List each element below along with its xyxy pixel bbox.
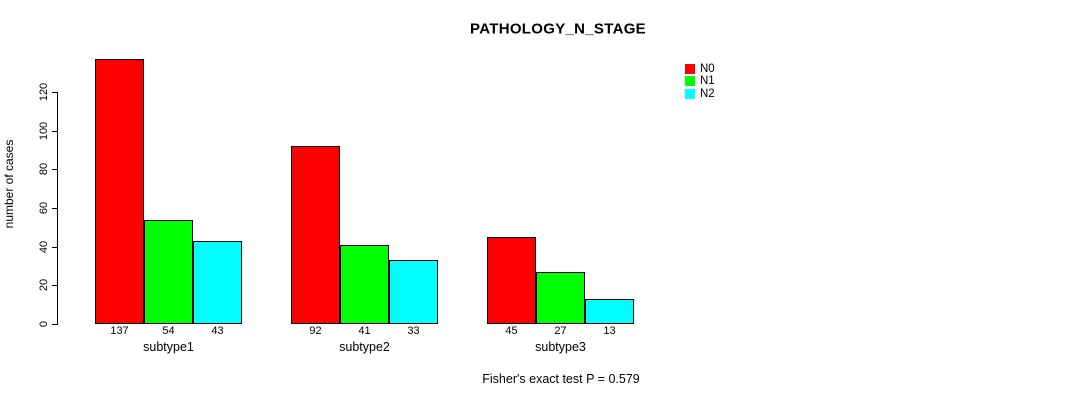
legend-label-N1: N1 — [700, 75, 715, 88]
bar-value-label: 54 — [162, 325, 175, 337]
legend-item-N1: N1 — [685, 75, 715, 88]
y-axis-tick-label: 20 — [38, 279, 50, 292]
y-axis-tick — [52, 285, 57, 287]
y-axis-tick-label: 100 — [38, 121, 50, 140]
legend-swatch-N1 — [685, 76, 695, 87]
legend-swatch-N0 — [685, 64, 695, 74]
legend-swatch-N2 — [685, 88, 695, 99]
bar-subtype2-N1 — [340, 244, 389, 324]
y-axis-tick-label: 40 — [38, 240, 50, 253]
x-category-label-subtype2: subtype2 — [339, 339, 390, 354]
legend-label-N2: N2 — [700, 87, 715, 100]
y-axis-tick — [52, 246, 57, 248]
bar-subtype1-N1 — [144, 219, 193, 324]
x-category-label-subtype1: subtype1 — [143, 339, 194, 354]
bar-subtype1-N2 — [193, 240, 242, 324]
bar-subtype3-N0 — [487, 236, 536, 324]
legend-item-N0: N0 — [685, 63, 715, 75]
y-axis-tick — [52, 207, 57, 209]
y-axis-tick-label: 120 — [38, 82, 50, 102]
bar-value-label: 43 — [211, 325, 224, 337]
bar-subtype3-N1 — [536, 271, 585, 324]
y-axis-label: number of cases — [2, 139, 16, 229]
legend-label-N0: N0 — [700, 63, 715, 75]
bar-value-label: 92 — [309, 325, 322, 337]
y-axis-tick — [52, 324, 57, 325]
bar-subtype2-N2 — [389, 260, 438, 324]
bar-subtype3-N2 — [585, 298, 634, 324]
y-axis-line — [57, 91, 58, 325]
x-category-label-subtype3: subtype3 — [535, 339, 586, 354]
bar-value-label: 137 — [110, 325, 129, 337]
y-axis-tick — [52, 91, 57, 93]
y-axis-tick-label: 60 — [38, 201, 50, 215]
y-axis-tick — [52, 169, 57, 171]
bar-subtype1-N0 — [95, 59, 144, 324]
y-axis-tick — [52, 130, 57, 132]
bar-value-label: 45 — [505, 325, 518, 337]
legend-item-N2: N2 — [685, 87, 715, 100]
bar-value-label: 27 — [554, 325, 567, 337]
y-axis-tick-label: 80 — [38, 163, 50, 176]
bar-subtype2-N0 — [291, 146, 340, 324]
legend: N0 N1 N2 — [685, 63, 715, 101]
y-axis-tick-label: 0 — [38, 320, 50, 328]
bar-value-label: 13 — [603, 325, 616, 337]
stat-annotation: Fisher's exact test P = 0.579 — [482, 372, 640, 386]
chart-title: PATHOLOGY_N_STAGE — [470, 20, 646, 38]
bar-value-label: 41 — [358, 325, 371, 337]
bar-value-label: 33 — [407, 325, 420, 337]
